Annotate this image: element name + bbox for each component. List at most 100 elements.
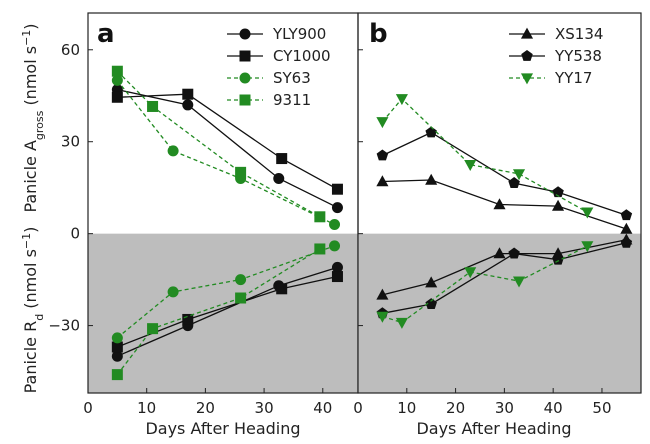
- data-point-yy17-rd: [376, 311, 389, 323]
- data-point-sy63-agross: [329, 218, 341, 230]
- data-point-xs134-agross: [425, 173, 438, 185]
- series-line-xs134-agross: [382, 179, 627, 230]
- data-point-sy63-rd: [167, 286, 179, 298]
- negative-region-b: [358, 233, 641, 393]
- plot-frame-b: [357, 12, 642, 394]
- data-point-xs134-rd: [552, 247, 565, 259]
- y-axis-title-bottom: Panicle Rd (nmol s−1): [20, 227, 46, 394]
- data-point-yly900-rd: [111, 350, 123, 362]
- panel-a-plot: 0 10 20 30 40 −30 0 30 60 YLY900 CY1000 SY63 9311: [48, 12, 359, 417]
- series-line-yly900-rd: [117, 266, 338, 357]
- data-point-yy538-rd: [552, 253, 564, 265]
- data-point-cy1000-agross: [111, 91, 123, 103]
- data-point-xs134-agross: [376, 175, 389, 187]
- legend-label-yy538: YY538: [554, 47, 602, 65]
- data-point-yy538-rd: [425, 298, 437, 310]
- series-line-9311-rd: [116, 248, 321, 375]
- series-line-cy1000-agross: [117, 93, 338, 190]
- data-point-9311-agross: [111, 65, 123, 77]
- data-point-9311-agross: [314, 211, 326, 223]
- data-point-yy17-agross: [395, 94, 408, 106]
- legend-marker-9311: [239, 94, 251, 106]
- y-axis-title-bottom-sub: d: [33, 314, 46, 321]
- x-tick-label: 0: [353, 399, 363, 417]
- data-point-cy1000-rd: [111, 341, 123, 353]
- y-axis-title-top: Panicle Agross (nmol s−1): [20, 23, 46, 212]
- data-point-yy538-agross: [376, 149, 389, 161]
- y-axis-title-bottom-suffix: (nmol s: [21, 249, 40, 314]
- y-tick-label: 0: [70, 225, 80, 243]
- series-line-9311-agross: [116, 70, 321, 218]
- data-point-yy538-rd: [508, 247, 520, 259]
- y-axis-title-top-close: ): [21, 23, 40, 29]
- legend-label-9311: 9311: [273, 91, 311, 109]
- legend-marker-sy63: [239, 72, 251, 84]
- data-point-xs134-agross: [493, 198, 506, 210]
- y-axis-title-top-suffix: (nmol s: [21, 46, 40, 111]
- y-axis-title-bottom-prefix: Panicle R: [21, 321, 40, 394]
- data-point-cy1000-agross: [331, 183, 343, 195]
- y-axis-title-top-exp: −1: [20, 30, 33, 46]
- data-point-yly900-rd: [331, 261, 343, 273]
- x-tick-label: 40: [313, 399, 332, 417]
- data-point-xs134-rd: [425, 276, 438, 288]
- legend-label-sy63: SY63: [273, 69, 311, 87]
- data-point-cy1000-rd: [331, 271, 343, 283]
- data-point-yly900-agross: [273, 172, 285, 184]
- series-line-sy63-agross: [116, 79, 335, 226]
- legend-label-cy1000: CY1000: [273, 47, 331, 65]
- data-point-sy63-rd: [235, 274, 247, 286]
- panel-b-letter: b: [369, 19, 388, 49]
- y-axis-title-top-prefix: Panicle A: [21, 140, 40, 212]
- x-tick-label: 30: [255, 399, 274, 417]
- data-point-cy1000-agross: [276, 153, 288, 165]
- legend-marker-xs134: [520, 27, 534, 39]
- data-point-yy17-rd: [512, 276, 526, 288]
- data-point-yy17-agross: [581, 207, 594, 219]
- data-point-9311-rd: [111, 369, 123, 381]
- data-point-yy538-agross: [552, 186, 564, 198]
- x-tick-label: 10: [397, 399, 416, 417]
- legend-label-xs134: XS134: [555, 25, 603, 43]
- data-point-yy17-agross: [464, 160, 477, 172]
- legend-marker-yy17: [520, 73, 534, 85]
- data-point-cy1000-agross: [182, 88, 194, 100]
- series-line-yy538-agross: [382, 131, 627, 216]
- data-point-9311-rd: [147, 323, 159, 335]
- data-point-9311-rd: [235, 292, 247, 304]
- x-tick-label: 50: [592, 399, 611, 417]
- data-point-yy538-agross: [425, 126, 437, 138]
- x-tick-label: 0: [83, 399, 93, 417]
- data-point-9311-agross: [235, 166, 247, 178]
- series-line-sy63-rd: [116, 245, 335, 339]
- x-tick-label: 40: [544, 399, 563, 417]
- y-axis-title-bottom-close: ): [21, 227, 40, 233]
- data-point-xs134-rd: [493, 247, 506, 259]
- data-point-9311-agross: [147, 100, 159, 112]
- data-point-xs134-agross: [552, 199, 565, 211]
- x-axis-title-b: Days After Heading: [416, 419, 571, 438]
- data-point-sy63-agross: [111, 74, 123, 86]
- x-tick-label: 20: [196, 399, 215, 417]
- data-point-9311-rd: [314, 243, 326, 255]
- x-tick-label: 30: [495, 399, 514, 417]
- panel-a-letter: a: [97, 19, 115, 49]
- data-point-yy17-agross: [512, 169, 526, 181]
- x-axis-title-a: Days After Heading: [145, 419, 300, 438]
- data-point-yy17-agross: [376, 117, 389, 129]
- legend-marker-yly900: [239, 28, 251, 40]
- panel-b-plot: 0 10 20 30 40 50 XS134 YY538 YY17: [353, 12, 642, 417]
- legend-label-yly900: YLY900: [272, 25, 326, 43]
- data-point-sy63-rd: [329, 240, 341, 252]
- data-point-yy17-rd: [464, 267, 477, 279]
- data-point-yly900-agross: [182, 99, 194, 111]
- data-point-yy538-rd: [620, 236, 633, 248]
- y-tick-label: 30: [61, 133, 80, 151]
- data-point-yly900-agross: [331, 202, 343, 214]
- y-tick-label: −30: [48, 317, 80, 335]
- x-tick-label: 10: [137, 399, 156, 417]
- x-tick-label: 20: [446, 399, 465, 417]
- data-point-sy63-rd: [111, 332, 123, 344]
- data-point-xs134-rd: [376, 288, 389, 300]
